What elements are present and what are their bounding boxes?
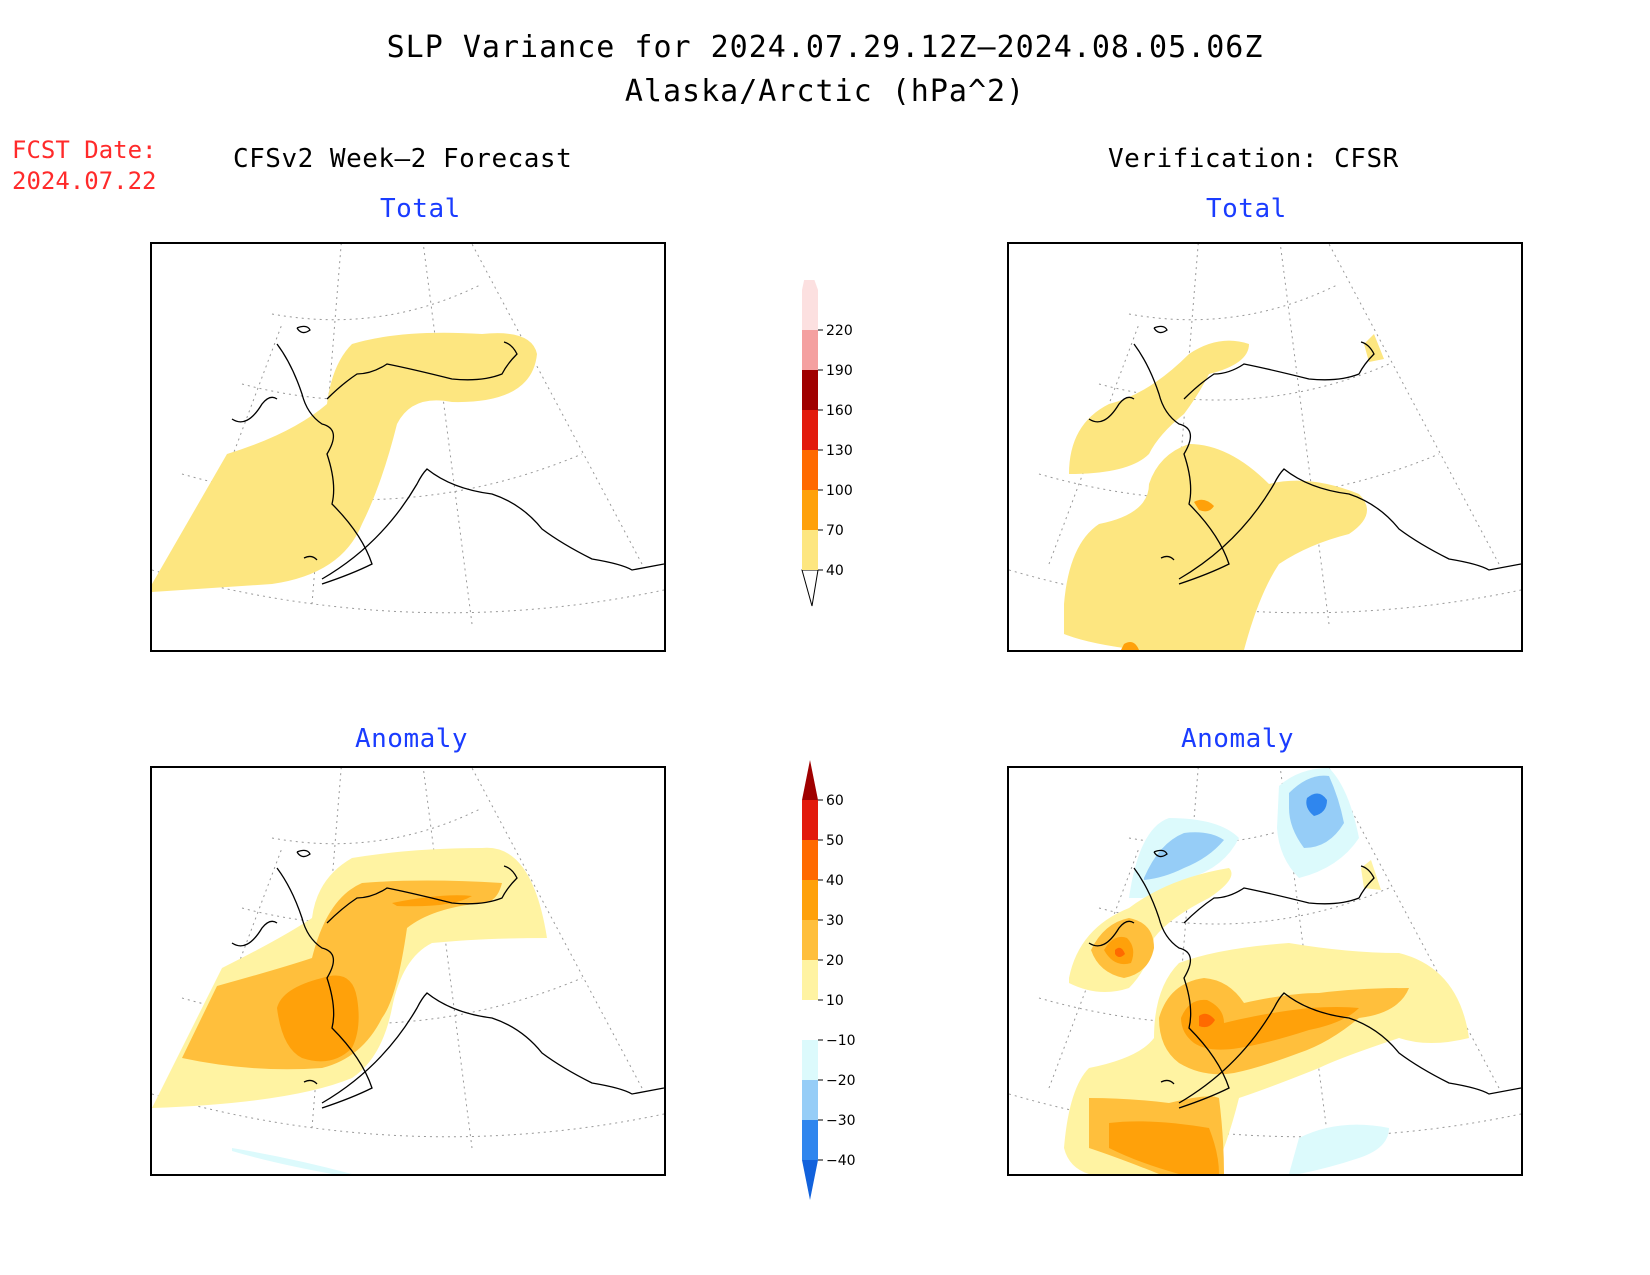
colorbar-anomaly-box — [802, 920, 818, 960]
anomaly-neg20-region-nw — [1144, 832, 1224, 880]
anomaly-30-region-main — [1181, 999, 1359, 1050]
fcst-date-value: 2024.07.22 — [12, 167, 157, 195]
anomaly-neg10-region-south — [1289, 1124, 1389, 1174]
variance-40-region-south — [1064, 444, 1367, 650]
colorbar-anomaly-label: 30 — [826, 913, 844, 929]
colorbar-anomaly-box — [802, 800, 818, 840]
anomaly-30-region-south — [1109, 1121, 1219, 1174]
colorbar-total-box — [802, 530, 818, 570]
anomaly-30-region — [277, 975, 359, 1062]
colorbar-total-box — [802, 290, 818, 330]
colorbar-total: 40 70 100 130 160 190 220 — [801, 280, 853, 607]
chart-subtitle: Alaska/Arctic (hPa^2) — [624, 74, 1026, 109]
colorbar-anomaly-label: −20 — [826, 1073, 856, 1089]
coastline — [231, 325, 664, 585]
colorbar-total-label: 40 — [826, 563, 844, 579]
colorbar-anomaly-label: 50 — [826, 833, 844, 849]
colorbar-total-label: 190 — [826, 363, 853, 379]
anomaly-20-region — [182, 880, 502, 1070]
panel-title-forecast-anomaly: Anomaly — [355, 724, 469, 754]
anomaly-neg30-region-ne — [1306, 793, 1327, 816]
colorbar-total-box — [802, 370, 818, 410]
colorbar-anomaly-label: 20 — [826, 953, 844, 969]
colorbar-total-box — [802, 410, 818, 450]
variance-40-region-ne — [1364, 334, 1384, 362]
colorbar-total-high-triangle — [802, 280, 818, 290]
map-forecast-anomaly — [150, 766, 666, 1176]
panel-title-verification-anomaly: Anomaly — [1181, 724, 1295, 754]
colorbar-anomaly-box — [802, 1080, 818, 1120]
colorbar-total-box — [802, 330, 818, 370]
anomaly-40-spot-nw — [1115, 947, 1125, 957]
colorbar-anomaly-box — [802, 960, 818, 1000]
colorbar-total-low-triangle — [801, 569, 819, 607]
colorbar-total-label: 160 — [826, 403, 853, 419]
variance-40-region — [152, 332, 537, 592]
map-verification-anomaly — [1007, 766, 1523, 1176]
colorbar-anomaly: −40 −30 −20 −10 10 20 30 40 50 60 — [802, 760, 856, 1200]
colorbar-anomaly-box — [802, 880, 818, 920]
colorbar-anomaly-label: −40 — [826, 1153, 856, 1169]
variance-70-spot-south — [1121, 642, 1139, 650]
colorbar-total-label: 100 — [826, 483, 853, 499]
colorbar-anomaly-label: −30 — [826, 1113, 856, 1129]
colorbar-total-label: 220 — [826, 323, 853, 339]
colorbar-anomaly-low-triangle — [802, 1160, 818, 1200]
anomaly-30-region-north — [392, 895, 472, 907]
variance-70-spot — [1194, 499, 1214, 512]
colorbar-anomaly-high-triangle — [802, 760, 818, 800]
forecast-header: CFSv2 Week–2 Forecast — [233, 144, 573, 174]
colorbar-anomaly-box — [802, 1000, 818, 1040]
anomaly-neg10-region — [232, 1148, 352, 1174]
colorbar-total-label: 70 — [826, 523, 844, 539]
chart-title: SLP Variance for 2024.07.29.12Z–2024.08.… — [386, 30, 1264, 65]
colorbar-anomaly-label: 10 — [826, 993, 844, 1009]
panel-title-forecast-total: Total — [380, 194, 461, 224]
panel-title-verification-total: Total — [1206, 194, 1287, 224]
verification-header: Verification: CFSR — [1108, 144, 1399, 174]
map-verification-total — [1007, 242, 1523, 652]
colorbar-total-label: 130 — [826, 443, 853, 459]
colorbar-total-box — [802, 450, 818, 490]
colorbar-anomaly-label: 40 — [826, 873, 844, 889]
colorbar-total-box — [802, 490, 818, 530]
colorbar-anomaly-box — [802, 840, 818, 880]
anomaly-40-spot — [1199, 1013, 1215, 1028]
colorbar-anomaly-box — [802, 1040, 818, 1080]
colorbar-anomaly-box — [802, 1120, 818, 1160]
colorbar-anomaly-label: −10 — [826, 1033, 856, 1049]
fcst-date-label: FCST Date: — [12, 136, 157, 164]
map-forecast-total — [150, 242, 666, 652]
colorbar-anomaly-label: 60 — [826, 793, 844, 809]
anomaly-10-region-ne — [1361, 860, 1381, 890]
variance-40-region-north — [1069, 340, 1249, 474]
